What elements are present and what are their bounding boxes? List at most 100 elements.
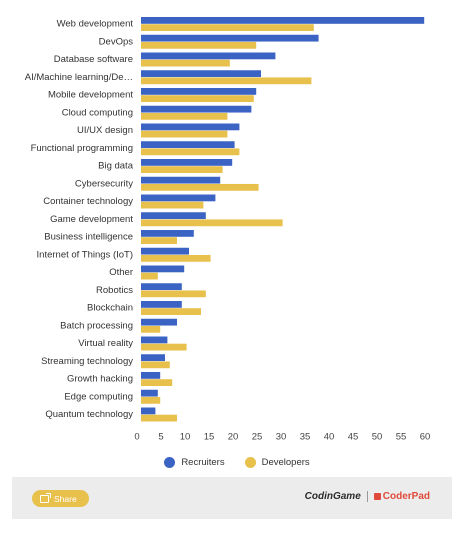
category-label: DevOps [99, 36, 134, 47]
category-label: UI/UX design [77, 125, 133, 136]
bar-developers [141, 254, 211, 262]
category-label: Internet of Things (IoT) [37, 249, 133, 260]
x-tick-label: 50 [372, 431, 383, 442]
bar-chart: Web development DevOps Database software AI… [25, 17, 431, 442]
category-label: Robotics [96, 285, 133, 296]
category-label: Business intelligence [44, 232, 133, 243]
x-tick-label: 55 [396, 431, 407, 442]
bar-developers [141, 201, 204, 209]
bar-recruiters [141, 372, 161, 379]
bar-recruiters [141, 141, 235, 149]
embed-footer: Share CodinGame CoderPad [12, 477, 452, 519]
bar-developers [141, 130, 228, 138]
bar-recruiters [141, 301, 182, 308]
bar-recruiters [141, 247, 189, 255]
bar-developers [141, 219, 283, 227]
bar-developers [141, 59, 230, 67]
bar-recruiters [141, 407, 156, 415]
bar-developers [141, 237, 177, 244]
bar-recruiters [141, 265, 185, 273]
brand-logos: CodinGame CoderPad [305, 491, 430, 502]
bar-recruiters [141, 17, 425, 24]
category-label: AI/Machine learning/De… [25, 72, 133, 83]
share-label: Share [54, 493, 77, 504]
category-label: Batch processing [60, 320, 133, 331]
bar-developers [141, 272, 158, 280]
bar-developers [141, 396, 161, 404]
bar-developers [141, 379, 173, 386]
category-label: Blockchain [87, 303, 133, 314]
legend-swatch-developers [244, 457, 256, 468]
x-tick-label: 60 [420, 431, 431, 442]
category-label: Functional programming [31, 143, 133, 154]
bar-recruiters [141, 70, 261, 78]
category-label: Other [109, 267, 133, 278]
x-tick-label: 15 [204, 431, 215, 442]
bar-recruiters [141, 176, 221, 184]
share-button[interactable]: Share [32, 490, 89, 507]
bar-developers [141, 361, 170, 369]
legend-label-developers: Developers [261, 457, 310, 468]
bar-developers [141, 308, 201, 315]
bar-recruiters [141, 105, 252, 113]
category-label: Cybersecurity [75, 178, 133, 189]
category-label: Virtual reality [78, 338, 133, 349]
bar-developers [141, 112, 228, 120]
x-tick-label: 40 [324, 431, 335, 442]
bar-recruiters [141, 34, 319, 42]
bar-developers [141, 325, 161, 333]
bar-developers [141, 343, 187, 351]
category-label: Database software [54, 54, 133, 65]
bar-recruiters [141, 159, 233, 166]
bar-developers [141, 41, 257, 49]
bar-recruiters [141, 212, 206, 220]
coderpad-label: CoderPad [382, 491, 430, 502]
bar-recruiters [141, 318, 177, 326]
share-icon [40, 492, 51, 503]
x-tick-label: 10 [180, 431, 191, 442]
bar-recruiters [141, 88, 257, 95]
bar-recruiters [141, 354, 165, 362]
brand-divider [366, 491, 368, 502]
x-tick-label: 35 [300, 431, 311, 442]
bar-recruiters [141, 389, 158, 397]
bar-developers [141, 290, 206, 298]
bar-developers [141, 24, 314, 31]
legend-item-recruiters[interactable]: Recruiters [164, 457, 225, 468]
bar-recruiters [141, 52, 276, 60]
x-tick-label: 0 [134, 431, 139, 442]
category-label: Edge computing [64, 391, 133, 402]
bar-recruiters [141, 230, 194, 237]
bar-developers [141, 148, 240, 156]
x-tick-label: 5 [158, 431, 163, 442]
bar-developers [141, 95, 254, 102]
category-label: Mobile development [48, 90, 133, 101]
legend-item-developers[interactable]: Developers [244, 457, 310, 468]
category-label: Streaming technology [41, 356, 133, 367]
coderpad-logo: CoderPad [373, 491, 430, 502]
coderpad-icon [373, 493, 381, 500]
category-label: Game development [50, 214, 133, 225]
chart-legend: Recruiters Developers [0, 457, 474, 468]
x-tick-label: 20 [228, 431, 239, 442]
bar-developers [141, 77, 312, 85]
category-label: Big data [98, 161, 134, 172]
bar-developers [141, 166, 223, 173]
legend-label-recruiters: Recruiters [181, 457, 225, 468]
bar-recruiters [141, 194, 216, 202]
category-label: Container technology [43, 196, 133, 207]
category-label: Web development [57, 19, 134, 30]
bar-developers [141, 183, 259, 191]
x-tick-label: 30 [276, 431, 287, 442]
category-label: Quantum technology [45, 409, 133, 420]
x-tick-label: 45 [348, 431, 359, 442]
category-label: Growth hacking [67, 374, 133, 385]
bar-developers [141, 414, 177, 422]
bar-recruiters [141, 123, 240, 131]
category-label: Cloud computing [62, 107, 133, 118]
x-tick-label: 25 [252, 431, 263, 442]
legend-swatch-recruiters [164, 457, 176, 468]
bar-recruiters [141, 283, 182, 291]
bar-recruiters [141, 336, 168, 344]
codingame-logo: CodinGame [304, 491, 361, 502]
